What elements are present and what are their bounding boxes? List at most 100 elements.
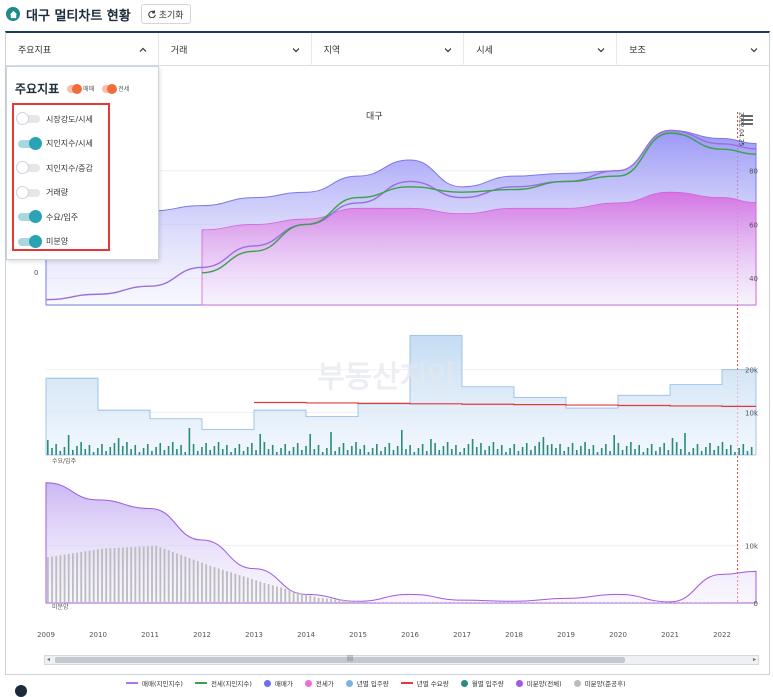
toggle-row[interactable]: 수요/입주 [18,205,108,230]
legend-marker [304,679,312,687]
unsold-completed-bar [80,551,83,603]
home-icon[interactable] [15,685,27,697]
unsold-completed-bar [696,602,699,603]
chart-scrollbar[interactable]: ◂ ||| ▸ [44,655,759,665]
unsold-completed-bar [338,599,341,603]
monthly-supply-bar [530,450,532,455]
monthly-supply-bar [192,444,195,455]
monthly-supply-bar [326,448,328,455]
y-tick-label: 0 [34,269,38,277]
unsold-completed-bar [88,550,91,603]
toggle-switch[interactable] [16,161,40,175]
monthly-supply-bar [251,443,253,455]
unsold-completed-bar [650,602,653,603]
unsold-completed-bar [442,602,445,603]
reset-button[interactable]: 초기화 [140,4,191,24]
monthly-supply-bar [63,447,66,455]
menu-hamburger-icon[interactable] [741,115,753,125]
monthly-supply-bar [163,450,166,455]
unsold-completed-bar [550,602,553,603]
monthly-supply-bar [684,433,686,455]
monthly-supply-bar [409,445,411,455]
menu-price[interactable]: 시세 [464,33,618,66]
monthly-supply-bar [700,451,703,455]
monthly-supply-bar [176,449,178,455]
unsold-completed-bar [251,578,253,603]
unsold-completed-bar [321,598,324,603]
menu-trade[interactable]: 거래 [159,33,312,66]
monthly-supply-bar [534,446,536,455]
monthly-supply-bar [717,446,720,455]
menu-bar: 주요지표 거래 지역 시세 보조 [6,33,769,66]
page-title: 대구 멀티차트 현황 [26,8,131,24]
unsold-completed-bar [367,602,370,603]
unsold-completed-bar [542,602,545,603]
monthly-supply-bar [380,451,382,455]
chevron-down-icon [444,47,452,52]
monthly-supply-bar [509,448,511,455]
monthly-supply-bar [442,446,445,455]
monthly-supply-bar [542,437,545,455]
scroll-thumb[interactable]: ||| [55,655,625,663]
toggle-switch[interactable] [16,112,40,126]
y-tick-label: 40 [749,275,758,283]
monthly-supply-bar [209,450,212,455]
monthly-supply-bar [301,450,303,455]
unsold-completed-bar [517,602,520,603]
menu-main-indicators[interactable]: 주요지표 [6,33,159,66]
menu-region[interactable]: 지역 [312,33,465,66]
toggle-pill-icon [102,83,118,94]
monthly-supply-bar [88,445,91,455]
unsold-completed-bar [663,602,666,603]
monthly-supply-bar [492,442,495,455]
monthly-supply-bar [205,443,207,455]
unsold-completed-bar [688,602,691,603]
menu-label: 지역 [323,46,341,56]
menu-auxiliary[interactable]: 보조 [617,33,769,66]
unsold-completed-bar [142,546,145,603]
axis-labels: 80 60 40 0 20k 10k 수요/입주 10k 0 미분양 2009 2010 2011 201… [34,112,759,639]
monthly-supply-bar [405,449,407,455]
monthly-supply-bar [371,448,374,455]
monthly-supply-bar [438,450,441,455]
monthly-supply-bar [321,452,324,455]
monthly-supply-bar [671,438,674,455]
monthly-supply-bar [621,450,624,455]
scroll-right-icon[interactable]: ▸ [752,656,756,663]
y-tick-label: 60 [749,221,758,229]
jeonse-price-area [201,191,757,306]
y-tick-label: 10k [745,409,759,417]
toggle-row[interactable]: 지인지수/시세 [18,132,108,157]
unsold-completed-bar [530,602,532,603]
unsold-completed-bar [55,555,58,603]
toggle-row[interactable]: 거래량 [16,181,108,206]
toggle-switch[interactable] [16,185,40,199]
unsold-completed-bar [101,548,103,603]
toggle-switch[interactable] [18,234,42,248]
monthly-supply-bar [613,435,615,455]
unsold-completed-bar [71,553,74,603]
dropdown-title: 주요지표 [15,82,60,96]
monthly-supply-bar [571,443,574,455]
unsold-completed-bar [459,602,462,603]
monthly-supply-bar [555,448,557,455]
toggle-row[interactable]: 시장강도/시세 [16,107,108,132]
toggle-row[interactable]: 지인지수/증감 [16,156,108,181]
multichart-svg[interactable]: 80 60 40 0 20k 10k 수요/입주 10k 0 미분양 2009 2010 2011 201… [6,67,769,675]
monthly-supply-bar [750,447,753,455]
toggle-knob [16,161,29,175]
unsold-completed-bar [113,547,116,603]
scroll-left-icon[interactable]: ◂ [47,656,51,663]
unsold-completed-bar [230,572,233,603]
unsold-completed-bar [580,602,582,603]
pane-label: 수요/입주 [52,457,77,465]
unsold-completed-bar [413,602,416,603]
toggle-switch[interactable] [18,210,42,224]
monthly-supply-bar [638,445,640,455]
monthly-supply-bar [567,447,570,455]
unsold-completed-bar [59,555,62,603]
multichart-panel: 주요지표 거래 지역 시세 보조 [5,31,770,697]
toggle-switch[interactable] [18,136,42,150]
home-icon[interactable] [6,7,20,21]
toggle-row[interactable]: 미분양 [18,230,108,255]
